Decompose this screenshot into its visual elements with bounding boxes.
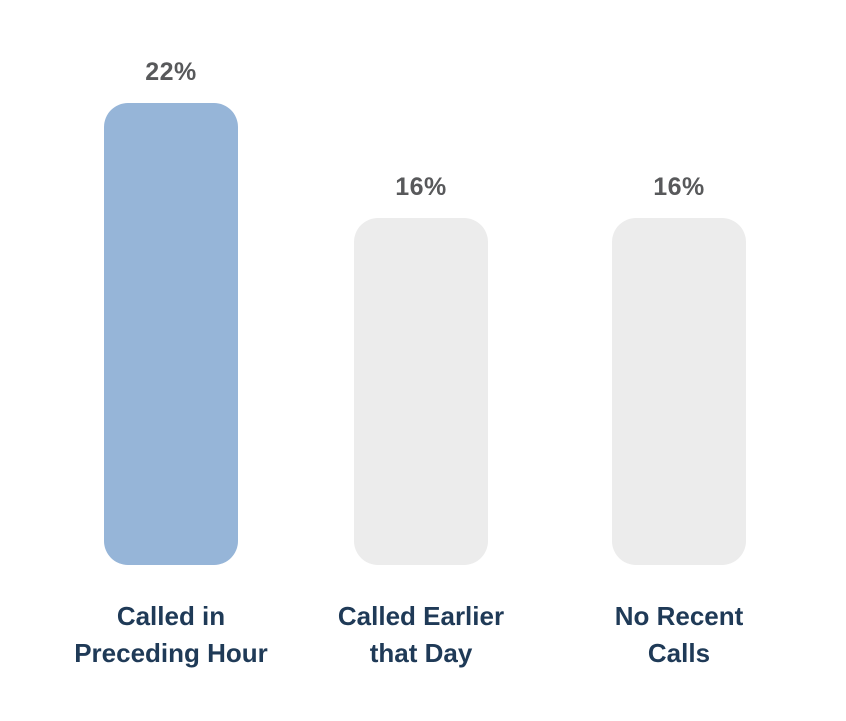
category-label-line: No Recent — [614, 601, 744, 631]
bar-column-no-recent-calls: 16% No Recent Calls — [564, 0, 794, 721]
bar-category-label: No Recent Calls — [615, 565, 744, 721]
category-label-line: Called in — [116, 601, 226, 631]
category-label-line: Preceding Hour — [74, 638, 268, 668]
category-label-line: Called Earlier — [337, 601, 505, 631]
bar-value-label: 16% — [395, 172, 447, 201]
bar-column-called-earlier-that-day: 16% Called Earlier that Day — [306, 0, 536, 721]
bar-called-earlier-that-day — [354, 217, 488, 565]
bar-column-called-in-preceding-hour: 22% Called in Preceding Hour — [56, 0, 286, 721]
bar-category-label: Called Earlier that Day — [338, 565, 504, 721]
bar-category-label: Called in Preceding Hour — [74, 565, 268, 721]
bar-value-label: 16% — [653, 172, 705, 201]
bar-called-in-preceding-hour — [104, 102, 238, 565]
bar-value-label: 22% — [145, 57, 197, 86]
category-label-line: that Day — [369, 638, 473, 668]
bar-no-recent-calls — [612, 217, 746, 565]
category-label-line: Calls — [647, 638, 711, 668]
